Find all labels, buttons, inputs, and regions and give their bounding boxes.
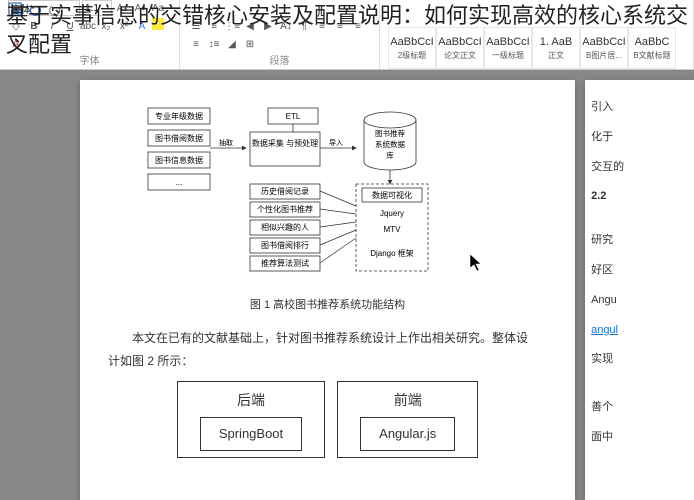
borders-button[interactable]: ⊞ — [242, 36, 258, 52]
save-icon[interactable] — [8, 2, 22, 16]
style-item[interactable]: AaBbCcI2级标题 — [388, 27, 436, 69]
italic-button[interactable]: I — [44, 18, 60, 34]
body-text: 计如图 2 所示： — [108, 350, 547, 373]
svg-text:历史借阅记录: 历史借阅记录 — [261, 186, 309, 196]
font-section-label: 字体 — [8, 52, 171, 69]
paragraph-section-label: 段落 — [188, 52, 371, 69]
svg-text:Django 框架: Django 框架 — [370, 248, 414, 258]
style-gallery: AaBbCcI2级标题 AaBbCcI论文正文 AaBbCcI一级标题 1. A… — [388, 13, 685, 69]
styles-section: AaBbCcI2级标题 AaBbCcI论文正文 AaBbCcI一级标题 1. A… — [380, 0, 694, 69]
paragraph-section: ☰ ≡ ⋮≡ ◀ ▶ A↓ ¶ ≡ ≡ ≡ ≡ ↕≡ ◢ ⊞ 段落 — [180, 0, 380, 69]
style-item[interactable]: AaBbCcI论文正文 — [436, 27, 484, 69]
svg-text:图书借阅排行: 图书借阅排行 — [261, 240, 309, 250]
svg-text:相似兴趣的人: 相似兴趣的人 — [261, 222, 309, 232]
figure-caption: 图 1 高校图书推荐系统功能结构 — [108, 296, 547, 316]
side-link[interactable]: angul — [591, 321, 688, 341]
svg-text:数据采集 与预处理: 数据采集 与预处理 — [251, 138, 317, 148]
shrink-font-button[interactable]: A▾ — [132, 0, 148, 16]
svg-text:抽取: 抽取 — [219, 138, 233, 147]
increase-indent-button[interactable]: ▶ — [260, 18, 276, 34]
svg-text:系统数据: 系统数据 — [375, 139, 405, 149]
change-case-button[interactable]: Aa — [150, 0, 166, 16]
line-spacing-button[interactable]: ↕≡ — [206, 36, 222, 52]
side-text: 好区 — [591, 261, 688, 281]
highlight-button[interactable] — [152, 18, 164, 30]
frontend-box: 前端 Angular.js — [337, 381, 478, 458]
svg-text:导入: 导入 — [329, 139, 343, 147]
style-item[interactable]: AaBbCcI一级标题 — [484, 27, 532, 69]
side-text: 交互的 — [591, 158, 688, 178]
numbering-button[interactable]: ≡ — [206, 18, 222, 34]
svg-text:MTV: MTV — [383, 225, 401, 234]
side-text: 研究 — [591, 231, 688, 251]
svg-text:ETL: ETL — [285, 112, 300, 121]
document-area: 专业年级数据 图书借阅数据 图书信息数据 ... 抽取 ETL 数据采集 与预处… — [0, 70, 694, 500]
grow-font-button[interactable]: A▴ — [114, 0, 130, 16]
svg-text:数据可视化: 数据可视化 — [372, 190, 412, 200]
superscript-button[interactable]: x² — [116, 18, 132, 34]
page-side: 引入 化于 交互的 2.2 研究 好区 Angu angul 实现 善个 面中 — [585, 80, 694, 500]
redo-icon[interactable] — [48, 2, 62, 16]
sort-button[interactable]: A↓ — [278, 18, 294, 34]
svg-text:图书借阅数据: 图书借阅数据 — [155, 133, 203, 143]
align-left-button[interactable]: ≡ — [314, 18, 330, 34]
side-text: 化于 — [591, 128, 688, 148]
svg-text:图书信息数据: 图书信息数据 — [155, 155, 203, 165]
decrease-indent-button[interactable]: ◀ — [242, 18, 258, 34]
cursor-icon — [470, 254, 486, 274]
svg-text:库: 库 — [386, 150, 394, 160]
align-center-button[interactable]: ≡ — [332, 18, 348, 34]
style-item[interactable]: 1. AaB正文 — [532, 27, 580, 69]
body-text: 本文在已有的文献基础上，针对图书推荐系统设计上作出相关研究。整体设 — [108, 327, 547, 350]
side-text: 实现 — [591, 350, 688, 370]
side-text: 引入 — [591, 98, 688, 118]
svg-text:...: ... — [175, 178, 182, 187]
system-diagram: 专业年级数据 图书借阅数据 图书信息数据 ... 抽取 ETL 数据采集 与预处… — [138, 106, 518, 284]
svg-text:Jquery: Jquery — [380, 209, 404, 218]
bold-button[interactable]: B — [26, 18, 42, 34]
shading-button[interactable]: ◢ — [224, 36, 240, 52]
page-main: 专业年级数据 图书借阅数据 图书信息数据 ... 抽取 ETL 数据采集 与预处… — [80, 80, 575, 500]
align-right-button[interactable]: ≡ — [350, 18, 366, 34]
strikethrough-button[interactable]: abc — [80, 18, 96, 34]
underline-button[interactable]: U — [62, 18, 78, 34]
font-size-select[interactable] — [82, 0, 112, 16]
justify-button[interactable]: ≡ — [188, 36, 204, 52]
style-item[interactable]: AaBbCB文献标题 — [628, 27, 676, 69]
clear-format-button[interactable]: ◇ — [8, 18, 24, 34]
ribbon: A▴ A▾ Aa ◇ B I U abc x₂ x² A A 字体 ☰ ≡ ⋮≡… — [0, 0, 694, 70]
side-text: 善个 — [591, 398, 688, 418]
side-text: Angu — [591, 291, 688, 311]
svg-text:图书推荐: 图书推荐 — [375, 128, 405, 138]
svg-text:专业年级数据: 专业年级数据 — [155, 111, 203, 121]
quick-access-toolbar — [8, 2, 62, 16]
side-text: 面中 — [591, 428, 688, 448]
svg-text:推荐算法测试: 推荐算法测试 — [261, 258, 309, 268]
svg-text:个性化图书推荐: 个性化图书推荐 — [257, 204, 313, 214]
subscript-button[interactable]: x₂ — [98, 18, 114, 34]
style-item[interactable]: AaBbCcIB图片居... — [580, 27, 628, 69]
architecture-diagram: 后端 SpringBoot 前端 Angular.js — [108, 381, 547, 458]
multilevel-button[interactable]: ⋮≡ — [224, 18, 240, 34]
text-effects-button[interactable]: A — [134, 18, 150, 34]
undo-icon[interactable] — [28, 2, 42, 16]
backend-box: 后端 SpringBoot — [177, 381, 325, 458]
font-color-button[interactable]: A — [8, 36, 24, 52]
bullets-button[interactable]: ☰ — [188, 18, 204, 34]
show-marks-button[interactable]: ¶ — [296, 18, 312, 34]
side-text: 2.2 — [591, 187, 688, 207]
diagram-svg: 专业年级数据 图书借阅数据 图书信息数据 ... 抽取 ETL 数据采集 与预处… — [138, 106, 518, 276]
